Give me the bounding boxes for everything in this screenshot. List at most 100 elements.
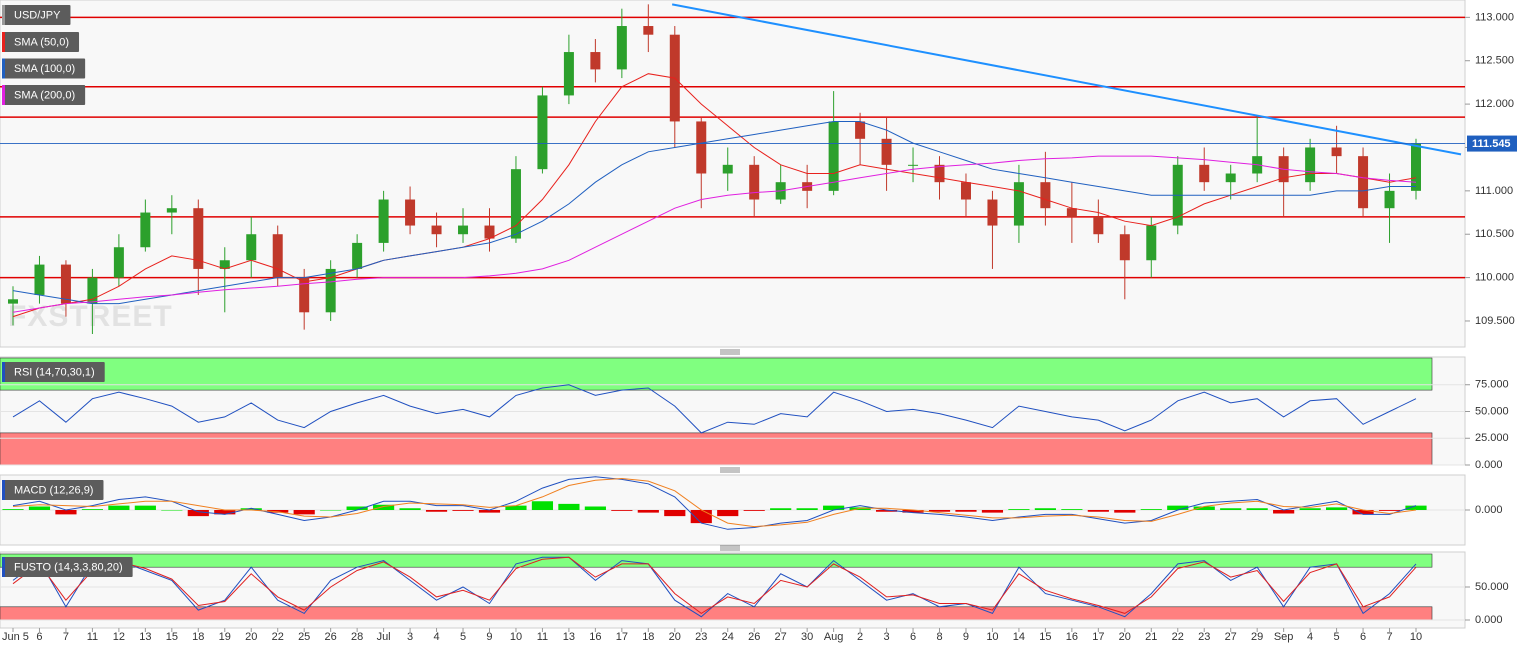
histogram-bar bbox=[1114, 510, 1136, 513]
legend-label: SMA (100,0) bbox=[14, 63, 75, 75]
y-tick-label: 113.000 bbox=[1475, 11, 1514, 23]
x-tick-label: 10 bbox=[510, 631, 522, 643]
legend-label: SMA (50,0) bbox=[14, 36, 69, 48]
y-tick-label: 110.500 bbox=[1475, 228, 1514, 240]
y-tick-label: 50.000 bbox=[1475, 581, 1509, 593]
candle-body bbox=[510, 169, 521, 239]
legend-label: FUSTO (14,3,3,80,20) bbox=[14, 561, 123, 573]
x-tick-label: 2 bbox=[857, 631, 863, 643]
candle-body bbox=[484, 225, 495, 239]
candle-body bbox=[855, 121, 866, 139]
histogram-bar bbox=[664, 510, 686, 517]
x-tick-label: 27 bbox=[775, 631, 787, 643]
series-line bbox=[12, 155, 1417, 313]
legend-box bbox=[2, 32, 80, 52]
x-tick-label: 22 bbox=[1172, 631, 1184, 643]
candle-body bbox=[166, 208, 177, 213]
candle-body bbox=[458, 225, 469, 235]
legend-swatch bbox=[2, 5, 5, 25]
histogram-bar bbox=[1246, 508, 1268, 510]
histogram-bar bbox=[690, 510, 712, 524]
y-tick-label: 110.000 bbox=[1475, 272, 1514, 284]
x-tick-label: 16 bbox=[1066, 631, 1078, 643]
histogram-bar bbox=[1034, 508, 1056, 510]
histogram-bar bbox=[240, 508, 262, 510]
series-line bbox=[12, 476, 1417, 530]
zone bbox=[0, 357, 1433, 391]
legend-swatch bbox=[2, 58, 5, 79]
histogram-bar bbox=[108, 505, 130, 510]
histogram-bar bbox=[81, 509, 104, 510]
series-line bbox=[12, 384, 1417, 434]
legend-label: MACD (12,26,9) bbox=[14, 484, 93, 496]
x-tick-label: 18 bbox=[642, 631, 654, 643]
zone bbox=[0, 606, 1433, 621]
histogram-bar bbox=[743, 510, 765, 511]
candle-body bbox=[828, 121, 839, 191]
last-price-box bbox=[1467, 135, 1517, 152]
histogram-bar bbox=[981, 510, 1004, 513]
candle-body bbox=[643, 26, 654, 35]
histogram-bar bbox=[902, 510, 924, 513]
legend-box bbox=[2, 85, 86, 105]
candle-body bbox=[696, 121, 707, 174]
y-tick-label: 109.500 bbox=[1475, 315, 1515, 327]
histogram-bar bbox=[320, 510, 342, 511]
histogram-bar bbox=[478, 510, 501, 513]
x-tick-label: 6 bbox=[1360, 631, 1366, 643]
x-tick-label: 11 bbox=[537, 631, 548, 643]
histogram-bar bbox=[28, 506, 51, 510]
histogram-bar bbox=[1405, 505, 1427, 510]
histogram-bar bbox=[161, 510, 183, 511]
x-tick-label: 3 bbox=[407, 631, 413, 643]
candle-body bbox=[1411, 143, 1421, 191]
legend-box bbox=[2, 58, 86, 79]
legend-label: USD/JPY bbox=[14, 9, 61, 21]
x-tick-label: 4 bbox=[433, 631, 439, 643]
x-tick-label: 23 bbox=[695, 631, 707, 643]
histogram-bar bbox=[1299, 508, 1321, 510]
x-tick-label: 16 bbox=[589, 631, 601, 643]
histogram-bar bbox=[505, 505, 527, 510]
histogram-bar bbox=[611, 510, 633, 511]
histogram-bar bbox=[452, 510, 474, 511]
x-tick-label: 6 bbox=[910, 631, 916, 643]
candle-body bbox=[325, 268, 336, 313]
x-tick-label: 13 bbox=[563, 631, 575, 643]
candle-body bbox=[140, 212, 151, 248]
x-tick-label: Aug bbox=[824, 631, 844, 643]
y-tick-label: 25.000 bbox=[1475, 432, 1509, 444]
histogram-bar bbox=[1325, 507, 1348, 510]
x-tick-label: 20 bbox=[669, 631, 681, 643]
x-tick-label: 10 bbox=[1410, 631, 1422, 643]
x-tick-label: 27 bbox=[1225, 631, 1237, 643]
histogram-bar bbox=[796, 508, 818, 510]
x-tick-label: 17 bbox=[1092, 631, 1104, 643]
x-tick-label: 22 bbox=[272, 631, 284, 643]
histogram-bar bbox=[637, 510, 659, 513]
legend-box bbox=[2, 557, 133, 577]
histogram-bar bbox=[1378, 510, 1401, 511]
y-tick-label: 75.000 bbox=[1475, 379, 1509, 391]
candle-body bbox=[405, 199, 416, 226]
x-tick-label: 26 bbox=[325, 631, 337, 643]
y-tick-label: 0.000 bbox=[1475, 614, 1503, 626]
candle-body bbox=[352, 242, 363, 269]
legend-label: RSI (14,70,30,1) bbox=[14, 366, 95, 378]
legend-swatch bbox=[2, 85, 5, 105]
candle-body bbox=[1305, 147, 1316, 183]
x-tick-label: 5 bbox=[1334, 631, 1340, 643]
histogram-bar bbox=[1008, 509, 1030, 510]
x-tick-label: Jun 5 bbox=[2, 631, 29, 643]
histogram-bar bbox=[531, 501, 554, 510]
panel-background bbox=[0, 0, 1466, 348]
candle-body bbox=[87, 277, 98, 304]
candle-body bbox=[1119, 234, 1130, 261]
x-tick-label: 9 bbox=[963, 631, 969, 643]
legend-box bbox=[2, 5, 71, 25]
series-line bbox=[12, 477, 1417, 528]
x-tick-label: 11 bbox=[87, 631, 98, 643]
x-tick-label: Jul bbox=[377, 631, 391, 643]
candle-body bbox=[246, 234, 257, 261]
candle-body bbox=[1199, 164, 1210, 183]
